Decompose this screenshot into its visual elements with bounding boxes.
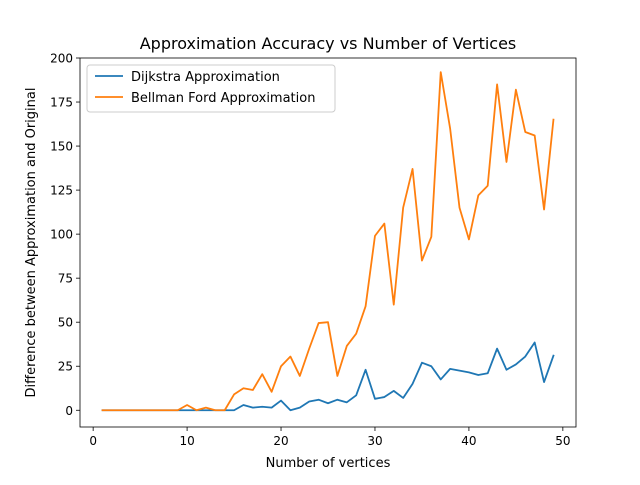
x-tick-label: 30 bbox=[367, 434, 382, 448]
axes-frame bbox=[79, 57, 577, 428]
x-axis: 0 10 20 30 40 50 bbox=[89, 427, 570, 448]
series-line-bellman-ford-approximation bbox=[101, 71, 555, 412]
x-tick-label: 50 bbox=[555, 434, 570, 448]
y-tick-label: 100 bbox=[50, 228, 73, 242]
x-tick-label: 10 bbox=[179, 434, 194, 448]
y-tick-label: 25 bbox=[58, 360, 73, 374]
legend-label-dijkstra: Dijkstra Approximation bbox=[131, 70, 280, 85]
legend-label-bellman-ford: Bellman Ford Approximation bbox=[131, 91, 315, 106]
plot-area bbox=[101, 71, 555, 412]
y-axis-label: Difference between Approximation and Ori… bbox=[24, 88, 39, 398]
chart-title: Approximation Accuracy vs Number of Vert… bbox=[140, 34, 517, 53]
x-tick-label: 40 bbox=[461, 434, 476, 448]
y-axis: 0 25 50 75 100 125 150 175 200 bbox=[50, 52, 80, 418]
x-tick-label: 20 bbox=[273, 434, 288, 448]
y-tick-label: 175 bbox=[50, 96, 73, 110]
legend: Dijkstra Approximation Bellman Ford Appr… bbox=[86, 64, 336, 113]
y-tick-label: 200 bbox=[50, 52, 73, 66]
y-tick-label: 50 bbox=[58, 316, 73, 330]
y-tick-label: 150 bbox=[50, 140, 73, 154]
y-tick-label: 0 bbox=[65, 404, 73, 418]
y-tick-label: 125 bbox=[50, 184, 73, 198]
x-tick-label: 0 bbox=[89, 434, 97, 448]
y-tick-label: 75 bbox=[58, 272, 73, 286]
x-axis-label: Number of vertices bbox=[266, 456, 391, 471]
legend-box bbox=[86, 64, 336, 113]
